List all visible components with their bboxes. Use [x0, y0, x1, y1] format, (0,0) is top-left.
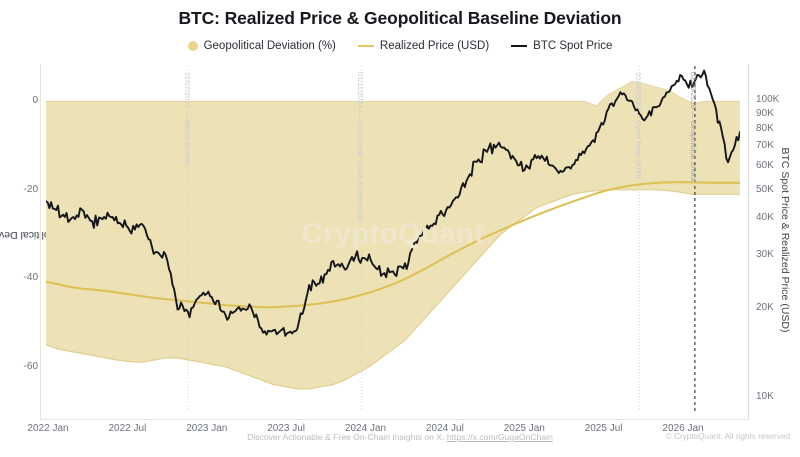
y-axis-right-tick-label: 80K — [756, 122, 774, 134]
chart-svg — [46, 66, 740, 411]
chart-legend: Geopolitical Deviation (%) Realized Pric… — [0, 40, 800, 52]
page-title: BTC: Realized Price & Geopolitical Basel… — [178, 8, 622, 28]
x-axis-tick-label: 2023 Jan — [186, 423, 228, 434]
x-axis-tick-label: 2022 Jul — [108, 423, 147, 434]
y-axis-right-tick-label: 30K — [756, 249, 774, 261]
y-axis-right-tick-label: 100K — [756, 93, 780, 105]
x-axis-tick-label: 2024 Jan — [344, 423, 387, 434]
legend-item-realized-price[interactable]: Realized Price (USD) — [357, 40, 490, 52]
chart-annotation-label: 02/20/2026 — Geopolitical Shock — [689, 72, 699, 182]
y-axis-right-tick-label: 10K — [756, 391, 774, 403]
x-axis-tick-label: 2025 Jan — [503, 423, 545, 434]
y-axis-left-tick-label: -20 — [23, 183, 38, 195]
axis-line — [748, 64, 749, 419]
y-axis-right-tick-label: 60K — [756, 159, 774, 171]
legend-swatch-dot-icon — [187, 41, 198, 51]
y-axis-right-tick-label: 20K — [756, 301, 774, 313]
legend-label: Realized Price (USD) — [379, 40, 490, 52]
legend-swatch-line-icon — [357, 45, 374, 47]
axis-line — [40, 419, 749, 420]
plot-area — [46, 66, 740, 411]
y-axis-left-tick-label: -60 — [23, 360, 38, 372]
x-axis-tick-label: 2022 Jan — [27, 423, 69, 434]
axis-line — [40, 64, 41, 419]
footer-insights-text: Discover Actionable & Free On-Chain Insi… — [247, 432, 447, 442]
legend-item-btc-spot-price[interactable]: BTC Spot Price — [511, 40, 612, 52]
chart-annotation-label: 10/06/2025 — Cycle Peak (ATH) — [633, 72, 643, 180]
y-axis-right-tick-label: 40K — [756, 212, 774, 224]
x-axis-tick-label: 2026 Jan — [662, 423, 704, 434]
y-axis-right-tick-label: 70K — [756, 140, 774, 151]
legend-item-geopolitical-deviation[interactable]: Geopolitical Deviation (%) — [187, 40, 336, 52]
y-axis-left-tick-label: -40 — [23, 272, 38, 284]
x-axis-tick-label: 2024 Jul — [425, 423, 464, 434]
legend-label: BTC Spot Price — [533, 40, 613, 52]
x-axis-tick-label: 2023 Jul — [267, 423, 305, 434]
footer-insights-link[interactable]: https://x.com/GugaOnChain — [446, 432, 553, 442]
y-axis-right-tick-label: 50K — [756, 183, 774, 195]
footer-copyright: © CryptoQuant. All rights reserved — [665, 432, 790, 441]
x-axis-tick-label: 2025 Jul — [584, 423, 623, 434]
legend-label: Geopolitical Deviation (%) — [203, 40, 336, 52]
chart-annotation-label: 11/07/2022 — Macro Bottom — [182, 72, 192, 166]
legend-swatch-line-icon — [511, 45, 528, 47]
chart-annotation-label: 01/11/2024 — Institutional Inflow Accele… — [356, 72, 366, 222]
y-axis-left-tick-label: 0 — [32, 95, 38, 107]
footer-insights: Discover Actionable & Free On-Chain Insi… — [0, 432, 800, 442]
y-axis-right-tick-label: 90K — [756, 107, 774, 119]
